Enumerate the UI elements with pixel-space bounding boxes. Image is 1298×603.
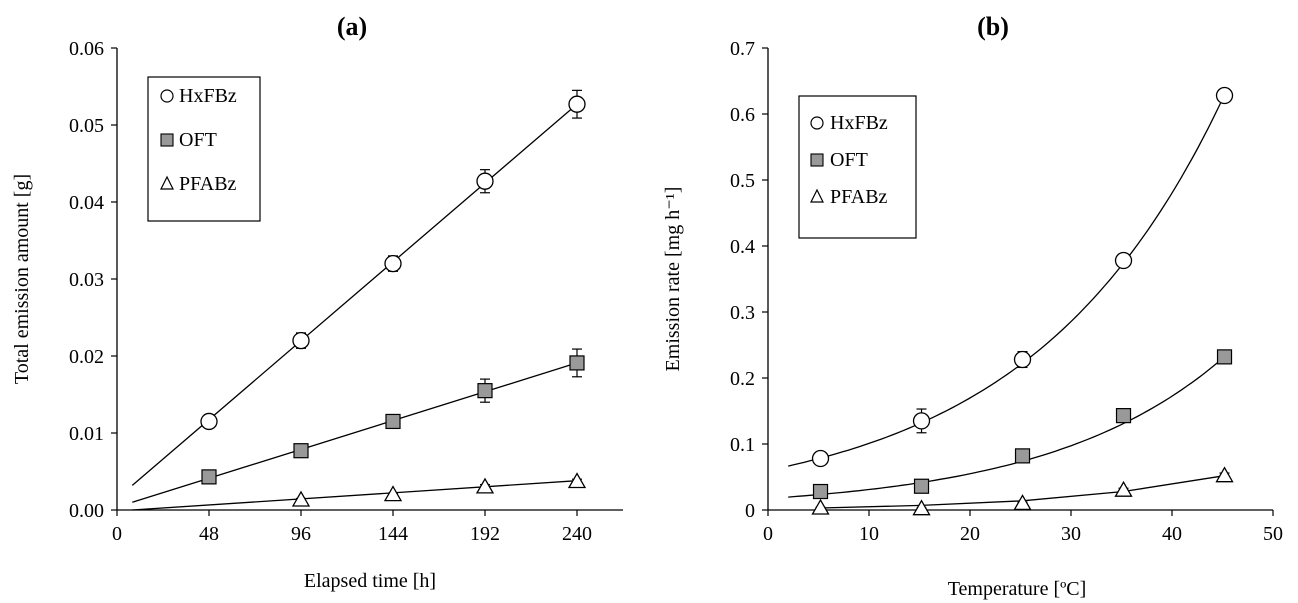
data-point	[201, 469, 217, 485]
data-point	[913, 478, 930, 494]
y-tick-label: 0.03	[69, 269, 104, 291]
legend-label: PFABz	[179, 173, 237, 195]
data-point	[1115, 408, 1132, 424]
data-point	[293, 443, 309, 459]
x-tick-label: 0	[763, 523, 773, 545]
y-tick-label: 0.02	[69, 346, 104, 368]
data-point	[292, 331, 310, 350]
legend-label: HxFBz	[830, 112, 888, 134]
data-point	[811, 498, 830, 515]
chart-title: (a)	[337, 12, 367, 41]
data-point	[1215, 86, 1234, 105]
data-point	[385, 413, 401, 430]
data-point	[811, 449, 830, 468]
y-tick-label: 0.06	[69, 38, 104, 60]
x-axis-label: Elapsed time [h]	[304, 570, 436, 592]
chart-title: (b)	[977, 12, 1009, 41]
legend-label: HxFBz	[179, 85, 237, 107]
data-point	[569, 355, 585, 371]
legend-marker	[160, 89, 174, 103]
y-tick-label: 0.05	[69, 115, 104, 137]
data-point	[912, 412, 931, 430]
data-point	[568, 95, 586, 113]
legend-label: OFT	[830, 149, 868, 171]
data-point	[1215, 466, 1234, 483]
data-point	[1114, 480, 1133, 497]
series-oft	[788, 349, 1233, 500]
data-point	[200, 412, 218, 431]
y-tick-label: 0.6	[730, 104, 755, 126]
data-point	[1014, 448, 1031, 464]
fit-line	[788, 94, 1226, 467]
y-tick-label: 0	[745, 500, 755, 522]
data-point	[567, 472, 587, 489]
data-point	[475, 477, 495, 494]
data-point	[291, 490, 311, 507]
series-hxfbz	[788, 86, 1234, 468]
data-point	[912, 499, 931, 516]
legend-label: PFABz	[830, 186, 888, 208]
panel-a: (a) 0 48 96 144 192 240 0.00 0.01 0.02 0.03 0.04 0.0…	[11, 12, 623, 592]
legend-label: OFT	[179, 129, 217, 151]
series-pfabz	[811, 466, 1234, 516]
y-tick-label: 0.01	[69, 423, 104, 445]
legend-marker	[810, 153, 824, 167]
x-tick-label: 30	[1061, 523, 1081, 545]
data-point	[1013, 350, 1032, 369]
x-tick-label: 144	[378, 523, 408, 545]
x-tick-label: 48	[199, 523, 219, 545]
y-axis-label: Total emission amount [g]	[11, 174, 33, 384]
data-point	[383, 485, 403, 502]
series-hxfbz	[131, 89, 586, 486]
data-point	[477, 383, 493, 399]
data-point	[476, 172, 494, 190]
y-axis-label: Emission rate [mg h⁻¹]	[662, 187, 684, 372]
legend-marker	[160, 175, 174, 190]
fit-line	[132, 362, 578, 503]
y-tick-label: 0.5	[730, 170, 755, 192]
fit-line	[788, 356, 1225, 498]
x-axis-label: Temperature [ºC]	[948, 578, 1087, 600]
x-tick-label: 20	[960, 523, 980, 545]
x-tick-label: 40	[1162, 523, 1182, 545]
y-tick-label: 0.04	[69, 192, 104, 214]
fit-line	[132, 480, 578, 511]
y-tick-label: 0.4	[730, 236, 755, 258]
y-tick-label: 0.2	[730, 368, 755, 390]
legend: HxFBz OFT PFABz	[798, 95, 917, 239]
series-oft	[132, 348, 585, 503]
legend: HxFBz OFT PFABz	[147, 76, 261, 222]
x-tick-label: 0	[112, 523, 122, 545]
y-tick-label: 0.00	[69, 500, 104, 522]
data-point	[812, 483, 829, 500]
legend-marker	[810, 116, 824, 130]
data-point	[384, 254, 402, 273]
series-pfabz	[132, 472, 587, 511]
data-point	[1013, 494, 1032, 511]
x-tick-label: 96	[291, 523, 311, 545]
y-tick-label: 0.1	[730, 434, 755, 456]
y-tick-label: 0.7	[730, 38, 755, 60]
legend-marker	[160, 133, 174, 147]
data-point	[1114, 251, 1133, 270]
x-tick-label: 240	[562, 523, 592, 545]
x-tick-label: 192	[470, 523, 500, 545]
panel-b: (b) 0 10 20 30 40 50 0 0.1 0.2 0.3 0.4 0.5 0.6 0.7 Temp…	[662, 12, 1283, 600]
x-tick-label: 10	[859, 523, 879, 545]
x-tick-label: 50	[1263, 523, 1283, 545]
data-point	[1216, 349, 1233, 365]
y-tick-label: 0.3	[730, 302, 755, 324]
legend-marker	[810, 188, 824, 203]
